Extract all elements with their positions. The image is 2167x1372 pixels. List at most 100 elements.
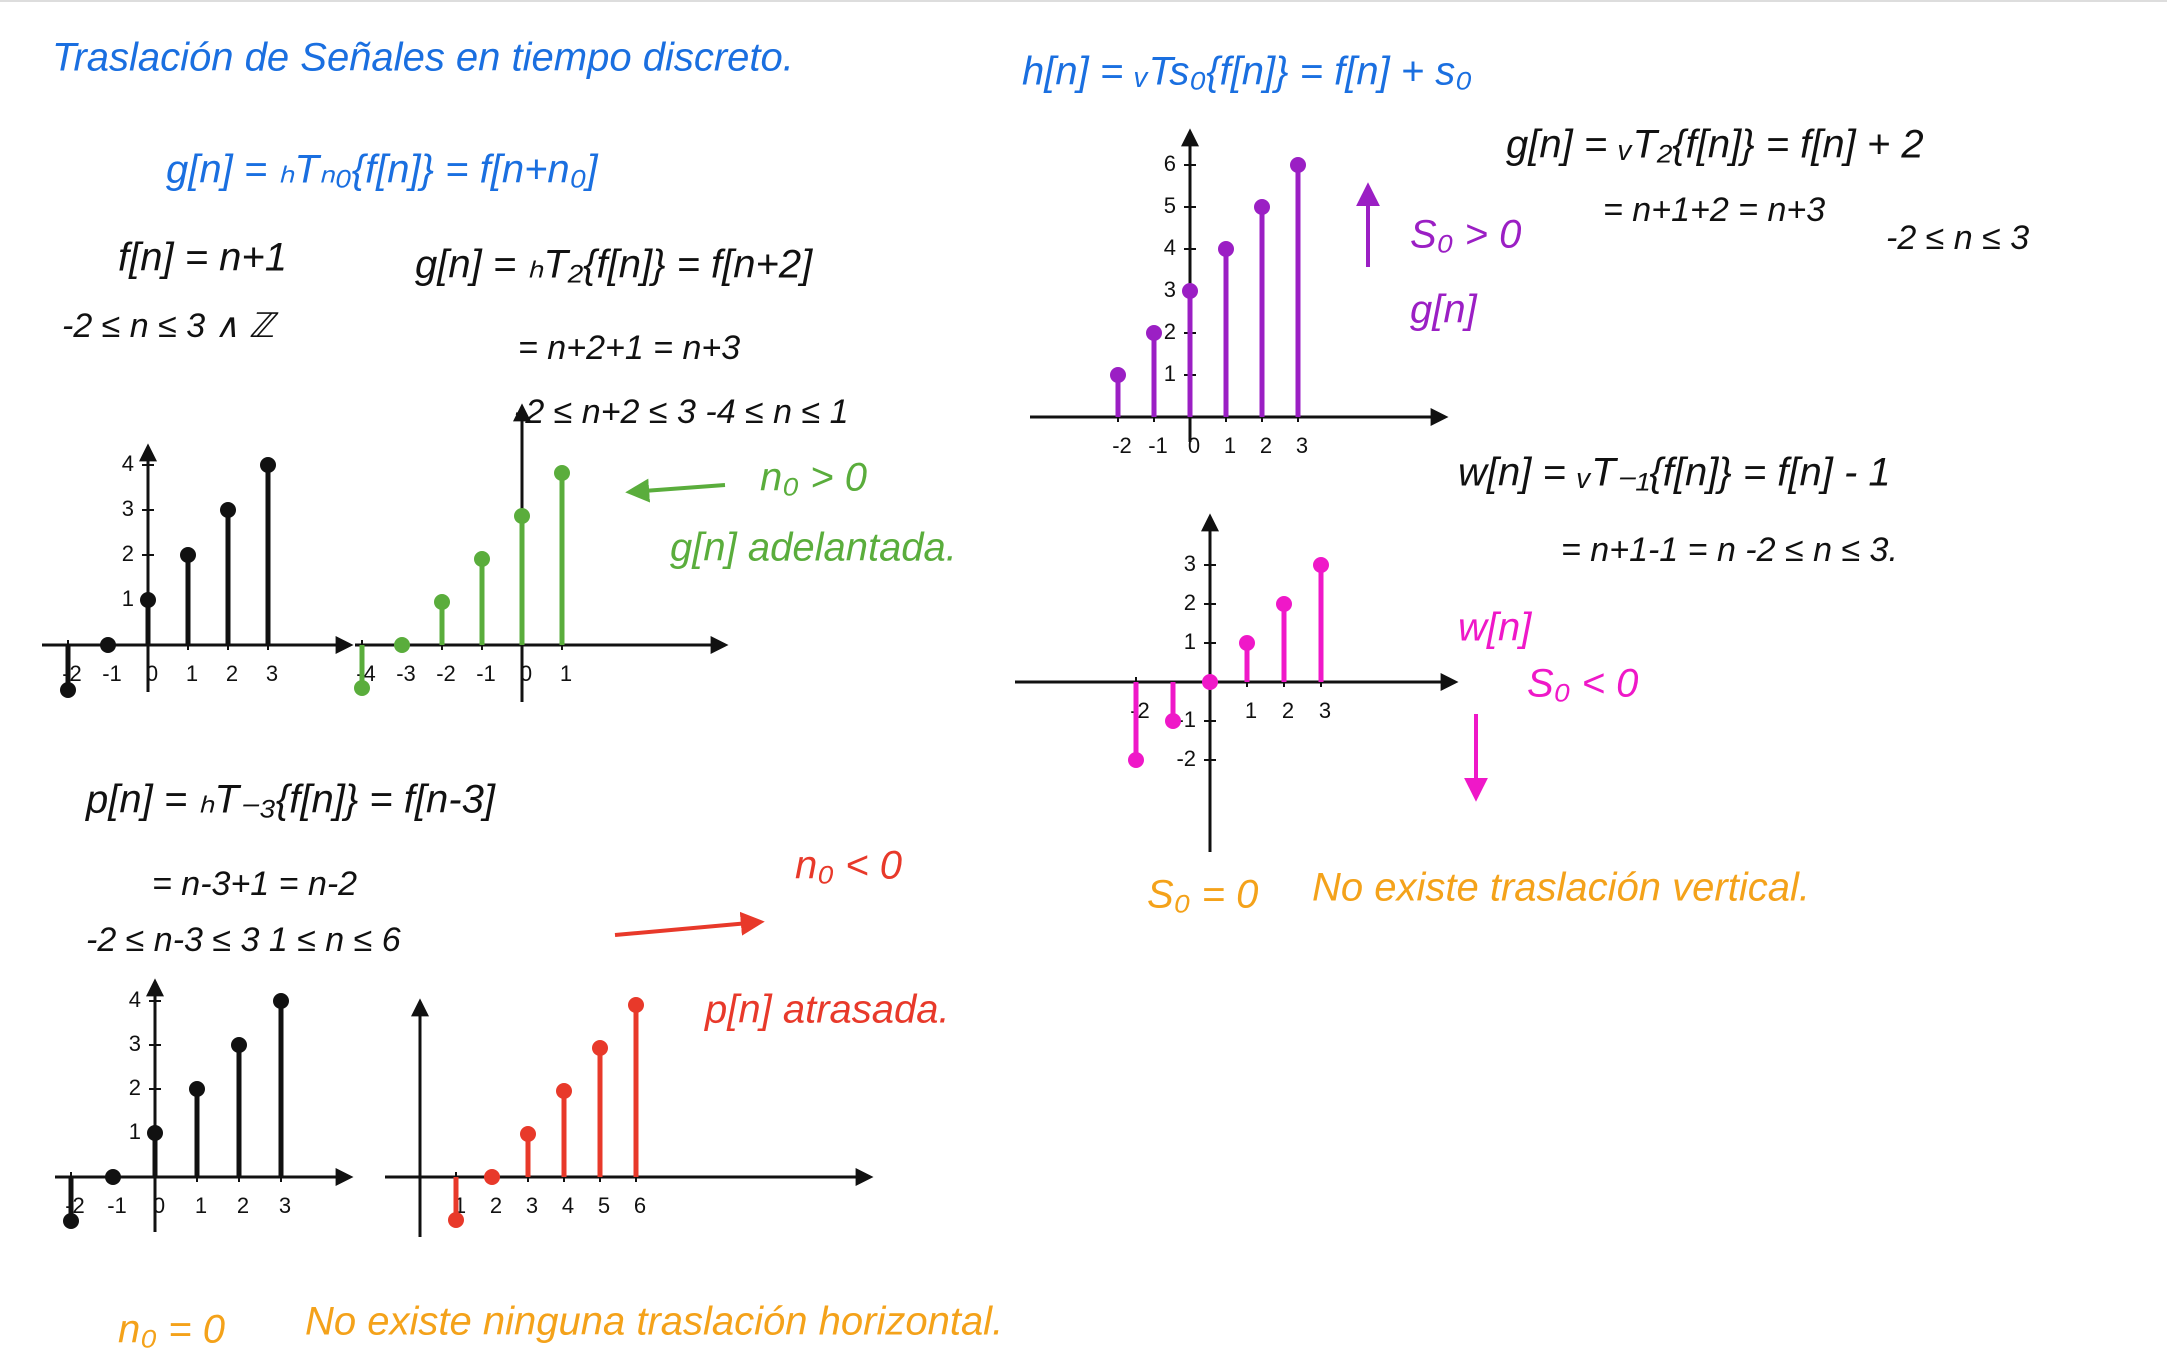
x-tick-label: 4 bbox=[562, 1193, 574, 1218]
x-tick-label: 1 bbox=[1245, 698, 1257, 723]
y-tick-label: 3 bbox=[1184, 551, 1196, 576]
x-tick-label: 2 bbox=[1282, 698, 1294, 723]
y-tick-label: 4 bbox=[1164, 235, 1176, 260]
arrow bbox=[614, 911, 765, 937]
stem-head bbox=[1128, 752, 1144, 768]
stem-head bbox=[147, 1125, 163, 1141]
x-tick-label: 5 bbox=[598, 1193, 610, 1218]
y-tick-label: 1 bbox=[129, 1119, 141, 1144]
y-tick-label: 3 bbox=[129, 1031, 141, 1056]
x-tick-label: -1 bbox=[107, 1193, 127, 1218]
condition: n₀ < 0 bbox=[795, 844, 902, 888]
equation: = n-3+1 = n-2 bbox=[152, 865, 357, 903]
stem-head bbox=[63, 1213, 79, 1229]
domain: -2 ≤ n ≤ 3 bbox=[1886, 219, 2029, 257]
x-tick-label: -1 bbox=[1148, 433, 1168, 458]
stem-head bbox=[1110, 367, 1126, 383]
condition: S₀ = 0 bbox=[1147, 873, 1258, 917]
y-tick-label: -2 bbox=[1176, 746, 1196, 771]
y-tick-label: 2 bbox=[122, 541, 134, 566]
equation: = n+1-1 = n -2 ≤ n ≤ 3. bbox=[1561, 531, 1898, 569]
stem-head bbox=[1254, 199, 1270, 215]
label: w[n] bbox=[1458, 606, 1532, 650]
label: g[n] bbox=[1410, 288, 1478, 332]
x-tick-label: 6 bbox=[634, 1193, 646, 1218]
equation: p[n] = ₕT₋₃{f[n]} = f[n-3] bbox=[85, 778, 496, 822]
condition: S₀ > 0 bbox=[1410, 213, 1521, 257]
x-tick-label: 2 bbox=[226, 661, 238, 686]
y-tick-label: 2 bbox=[1164, 319, 1176, 344]
stem-head bbox=[354, 680, 370, 696]
x-tick-label: 0 bbox=[520, 661, 532, 686]
condition: n₀ = 0 bbox=[118, 1308, 225, 1352]
stem-head bbox=[60, 682, 76, 698]
note: No existe ninguna traslación horizontal. bbox=[305, 1300, 1003, 1344]
equation: f[n] = n+1 bbox=[118, 236, 287, 280]
stem-head bbox=[514, 508, 530, 524]
x-tick-label: -2 bbox=[1130, 698, 1150, 723]
stem-head bbox=[273, 993, 289, 1009]
stem-head bbox=[520, 1126, 536, 1142]
stem-head bbox=[180, 547, 196, 563]
note: p[n] atrasada. bbox=[704, 988, 950, 1032]
stem-head bbox=[231, 1037, 247, 1053]
stem-head bbox=[628, 997, 644, 1013]
x-tick-label: -3 bbox=[396, 661, 416, 686]
equation: g[n] = ₕTₙ₀{f[n]} = f[n+n₀] bbox=[166, 148, 599, 192]
stem-head bbox=[394, 637, 410, 653]
stem-head bbox=[554, 465, 570, 481]
equation: = n+2+1 = n+3 bbox=[518, 329, 740, 367]
stem-head bbox=[1165, 713, 1181, 729]
stem-head bbox=[1202, 674, 1218, 690]
equation: = n+1+2 = n+3 bbox=[1603, 191, 1825, 229]
stem-head bbox=[1239, 635, 1255, 651]
stem-head bbox=[1218, 241, 1234, 257]
equation: g[n] = ᵥT₂{f[n]} = f[n] + 2 bbox=[1506, 123, 1924, 167]
y-tick-label: 4 bbox=[122, 451, 134, 476]
x-tick-label: 3 bbox=[1296, 433, 1308, 458]
x-tick-label: 3 bbox=[279, 1193, 291, 1218]
stem-head bbox=[1313, 557, 1329, 573]
y-tick-label: 1 bbox=[122, 586, 134, 611]
stem-head bbox=[434, 594, 450, 610]
y-tick-label: 2 bbox=[1184, 590, 1196, 615]
stem-head bbox=[140, 592, 156, 608]
x-tick-label: 2 bbox=[490, 1193, 502, 1218]
stem-head bbox=[1146, 325, 1162, 341]
x-tick-label: 0 bbox=[146, 661, 158, 686]
x-tick-label: -2 bbox=[436, 661, 456, 686]
condition: S₀ < 0 bbox=[1527, 662, 1638, 706]
y-tick-label: 2 bbox=[129, 1075, 141, 1100]
note: No existe traslación vertical. bbox=[1312, 866, 1810, 910]
stem-head bbox=[220, 502, 236, 518]
stem-head bbox=[105, 1169, 121, 1185]
x-tick-label: 3 bbox=[526, 1193, 538, 1218]
stem-head bbox=[189, 1081, 205, 1097]
stem-head bbox=[100, 637, 116, 653]
domain: -2 ≤ n-3 ≤ 3 1 ≤ n ≤ 6 bbox=[86, 921, 401, 959]
stem-head bbox=[474, 551, 490, 567]
note: g[n] adelantada. bbox=[670, 526, 957, 570]
arrow bbox=[625, 478, 726, 503]
x-tick-label: 1 bbox=[1224, 433, 1236, 458]
x-tick-label: 2 bbox=[237, 1193, 249, 1218]
equation: h[n] = ᵥTs₀{f[n]} = f[n] + s₀ bbox=[1022, 50, 1472, 94]
domain: -2 ≤ n ≤ 3 ∧ ℤ bbox=[62, 307, 279, 345]
x-tick-label: 3 bbox=[266, 661, 278, 686]
y-tick-label: -1 bbox=[1176, 707, 1196, 732]
x-tick-label: 1 bbox=[186, 661, 198, 686]
stem-head bbox=[556, 1083, 572, 1099]
condition: n₀ > 0 bbox=[760, 456, 867, 500]
equation: w[n] = ᵥT₋₁{f[n]} = f[n] - 1 bbox=[1458, 451, 1891, 495]
y-tick-label: 5 bbox=[1164, 193, 1176, 218]
y-tick-label: 6 bbox=[1164, 151, 1176, 176]
stem-head bbox=[1290, 157, 1306, 173]
domain: -2 ≤ n+2 ≤ 3 -4 ≤ n ≤ 1 bbox=[514, 393, 849, 431]
stem-head bbox=[1182, 283, 1198, 299]
x-tick-label: 3 bbox=[1319, 698, 1331, 723]
x-tick-label: 1 bbox=[560, 661, 572, 686]
equation: g[n] = ₕT₂{f[n]} = f[n+2] bbox=[415, 243, 813, 287]
stem-head bbox=[448, 1212, 464, 1228]
